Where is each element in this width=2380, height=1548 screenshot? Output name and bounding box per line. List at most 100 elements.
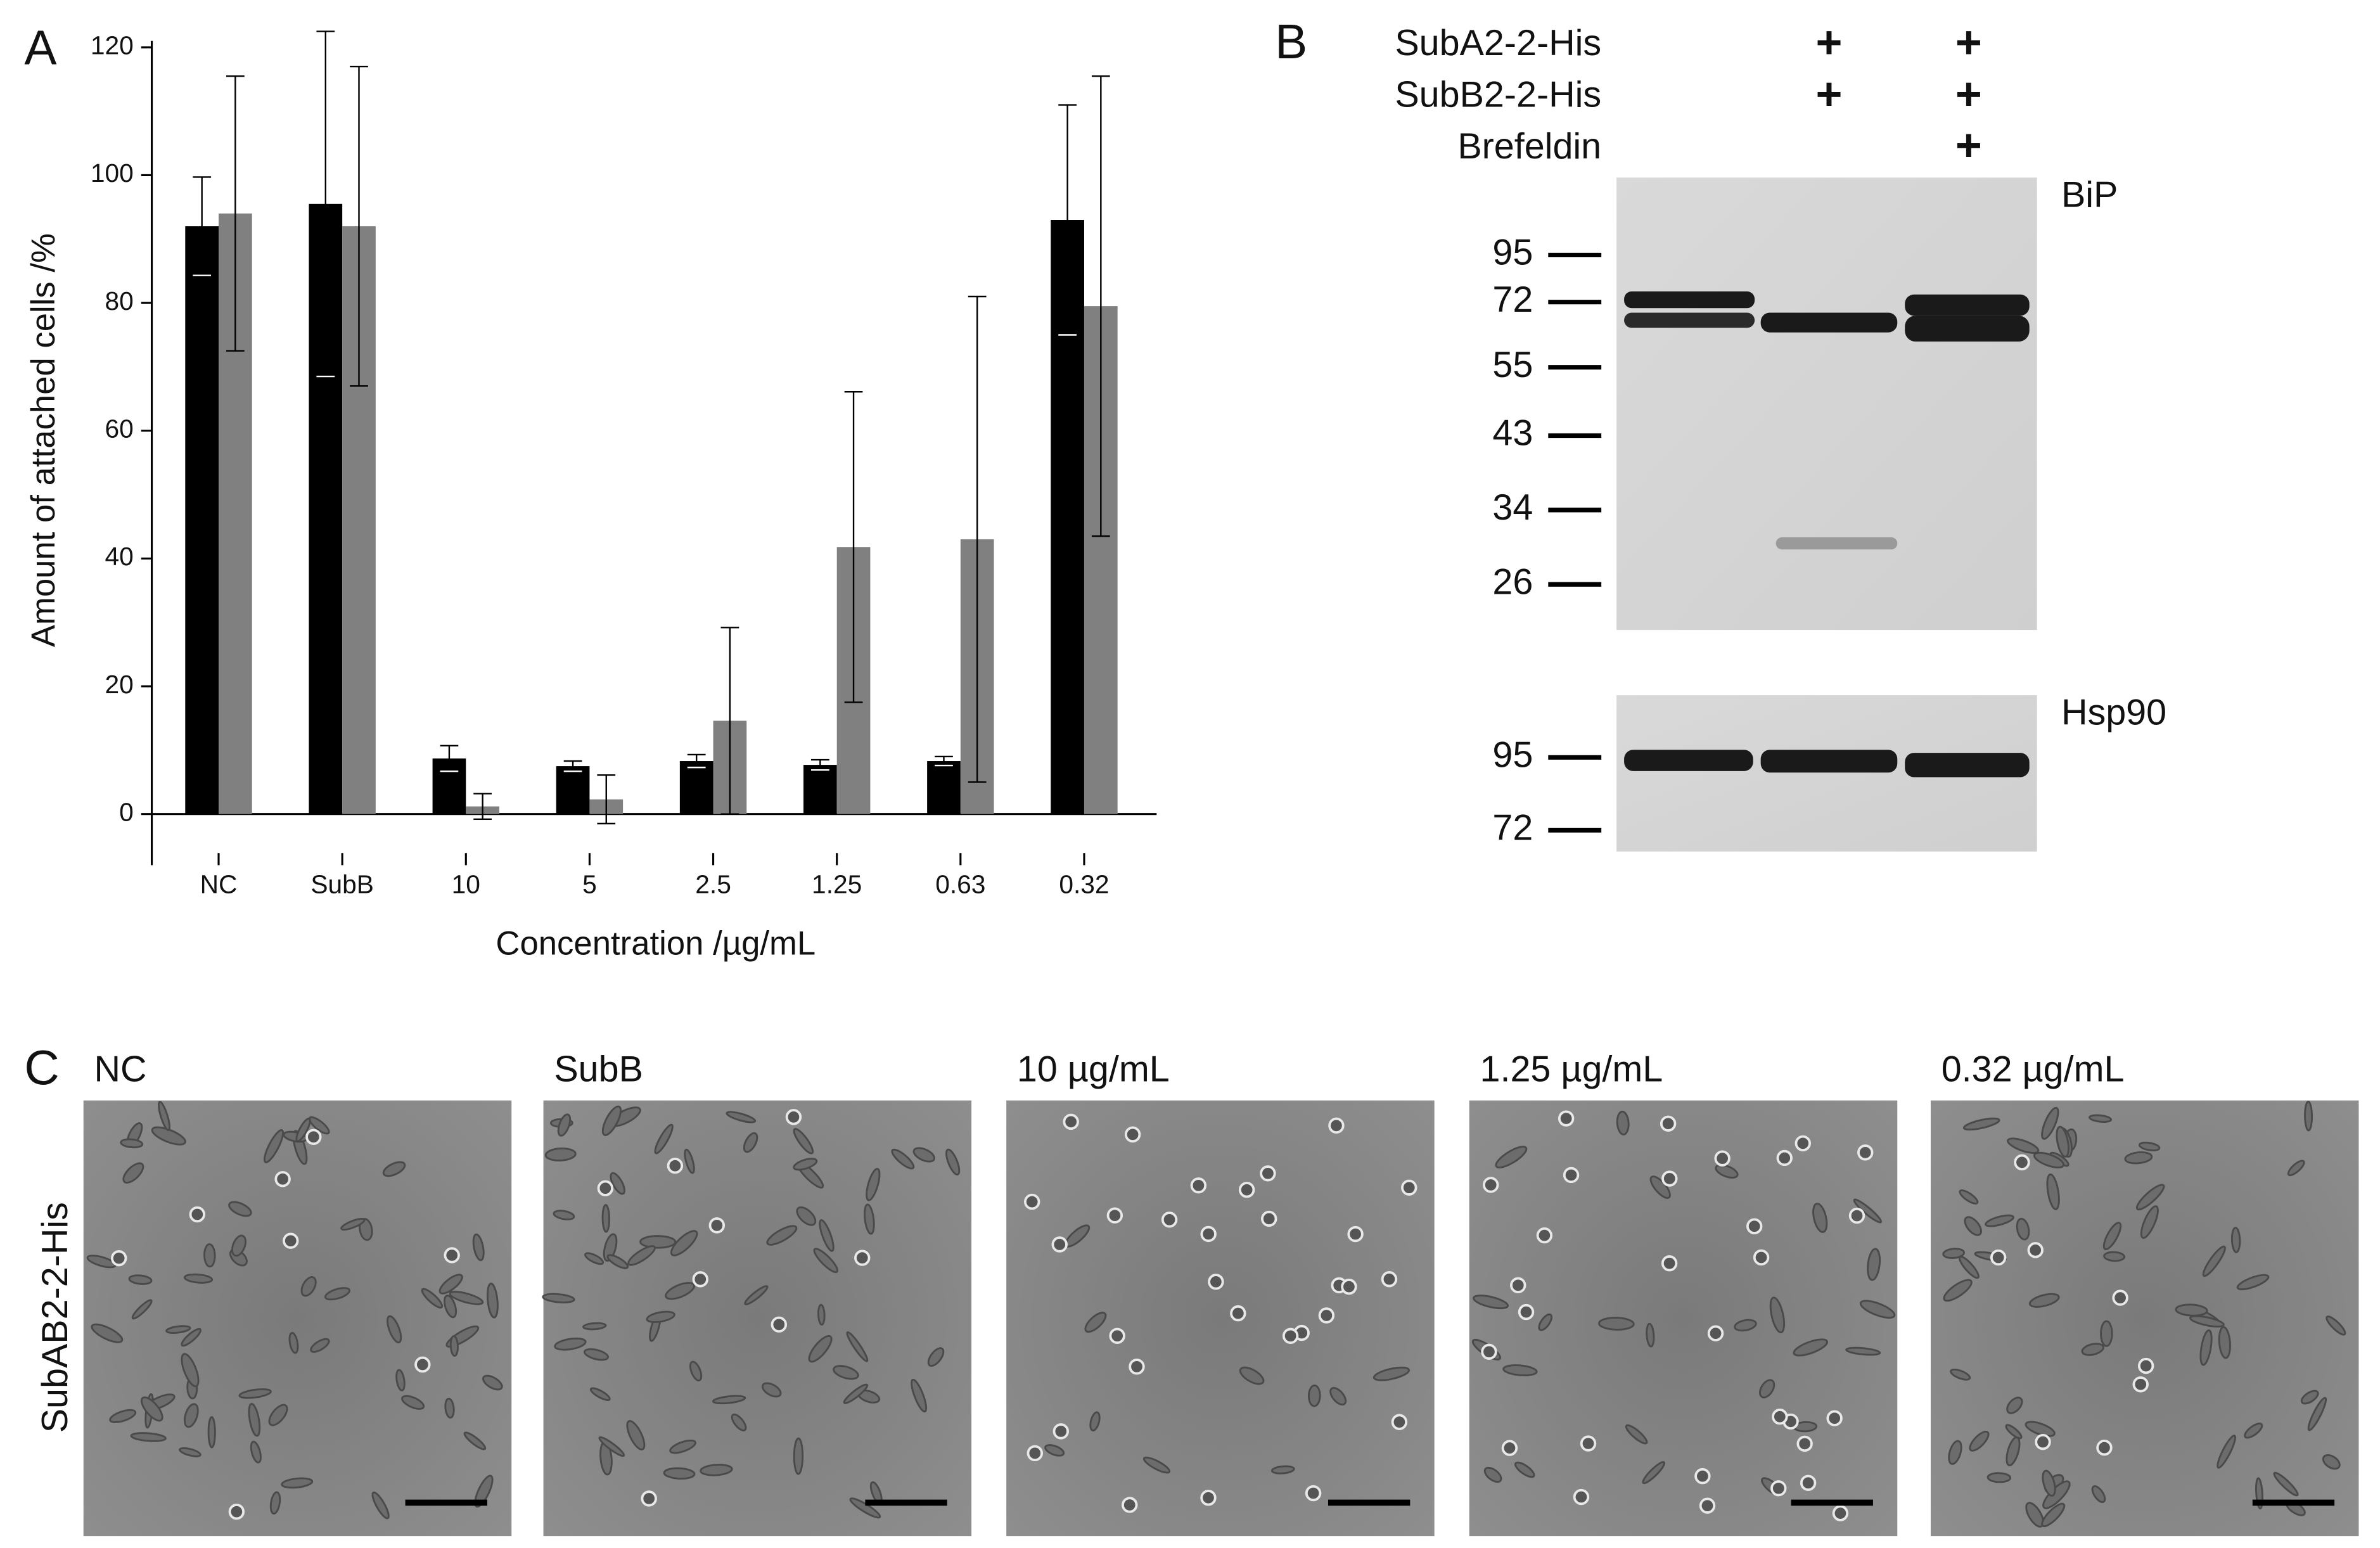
cell (793, 1437, 804, 1475)
cell (1962, 1117, 2000, 1131)
cell (2287, 1160, 2305, 1177)
error-bar (720, 627, 739, 815)
cell (128, 1274, 153, 1285)
round-cell (1501, 1440, 1518, 1456)
cell (2140, 1205, 2159, 1239)
cell (663, 1467, 696, 1480)
error-bar (563, 760, 582, 772)
cell (665, 1282, 695, 1300)
cell (2006, 1397, 2023, 1414)
cell (864, 1203, 875, 1235)
round-cell (1990, 1249, 2007, 1266)
cell (474, 1474, 494, 1508)
cell (639, 1235, 677, 1249)
round-cell (1341, 1278, 1357, 1295)
cell (2046, 1174, 2060, 1210)
round-cell (1580, 1435, 1597, 1452)
round-cell (597, 1180, 614, 1196)
cell (744, 1285, 769, 1305)
x-axis-title: Concentration /µg/mL (496, 924, 816, 962)
cell (1867, 1248, 1881, 1281)
cell (183, 1403, 199, 1428)
cell (1598, 1317, 1635, 1331)
cell (819, 1219, 835, 1252)
cell (1985, 1214, 2014, 1227)
cell (1239, 1366, 1265, 1385)
round-cell (1109, 1327, 1125, 1344)
cell (130, 1432, 167, 1442)
cell (891, 1148, 915, 1170)
cell (866, 1168, 881, 1201)
cell (231, 1234, 246, 1257)
cell (1044, 1444, 1065, 1457)
round-cell (1208, 1274, 1224, 1290)
round-cell (2112, 1289, 2128, 1306)
panel-label: A (24, 22, 56, 75)
y-tick-label: 0 (119, 797, 134, 826)
cell (544, 1147, 577, 1161)
cell (122, 1162, 144, 1184)
cell (300, 1276, 317, 1297)
round-cell (1776, 1149, 1793, 1167)
cell (2244, 1423, 2263, 1439)
round-cell (2137, 1357, 2154, 1374)
cell (165, 1325, 191, 1334)
treatment-label: Brefeldin (1457, 126, 1601, 167)
cell (603, 1233, 618, 1262)
cell (843, 1383, 869, 1404)
cell (1473, 1295, 1509, 1310)
bands (1624, 291, 2030, 777)
cell (109, 1409, 137, 1423)
round-cell (274, 1171, 291, 1187)
cell (1646, 1322, 1655, 1348)
cell (2025, 1421, 2056, 1437)
round-cell (1753, 1249, 1770, 1266)
cell (2102, 1222, 2122, 1251)
cell (395, 1369, 406, 1391)
round-cell (785, 1109, 802, 1125)
x-tick-label: 2.5 (695, 870, 731, 899)
cell (438, 1274, 463, 1295)
cell (401, 1395, 425, 1410)
cell (601, 1105, 622, 1136)
y-tick-label: 20 (105, 670, 133, 699)
error-bar (1058, 104, 1077, 336)
cell (281, 1477, 314, 1489)
round-cell (1536, 1227, 1553, 1244)
cell (340, 1217, 366, 1231)
cell (583, 1348, 610, 1361)
cell (1793, 1338, 1828, 1357)
cell (310, 1338, 330, 1353)
x-tick-label: NC (200, 870, 238, 899)
cell (1950, 1368, 1971, 1381)
cell (1372, 1366, 1411, 1381)
cell (1948, 1440, 1962, 1465)
bar (185, 226, 219, 814)
cell (2135, 1184, 2165, 1211)
marker-label: 34 (1492, 487, 1533, 528)
round-cell (2014, 1154, 2030, 1171)
cell (1759, 1379, 1775, 1398)
cell (670, 1230, 698, 1257)
cell (248, 1403, 261, 1437)
cell (1769, 1296, 1786, 1334)
cell (181, 1327, 202, 1347)
cell (449, 1335, 459, 1357)
cell (731, 1413, 747, 1431)
cell (1859, 1300, 1896, 1319)
cell (2175, 1303, 2208, 1317)
column-label: 1.25 µg/mL (1480, 1049, 1663, 1089)
cell (157, 1101, 170, 1131)
cell (1514, 1461, 1535, 1478)
cell (712, 1395, 746, 1405)
cell (2217, 1435, 2236, 1469)
cell (1969, 1430, 1990, 1452)
round-cell (1510, 1277, 1526, 1294)
cell (183, 1273, 214, 1284)
y-axis-title: Amount of attached cells /% (25, 233, 62, 647)
cell (808, 1335, 833, 1363)
column-label: SubB (554, 1049, 643, 1089)
cell (91, 1323, 124, 1343)
cells (86, 1101, 503, 1520)
error-bar (226, 75, 245, 352)
